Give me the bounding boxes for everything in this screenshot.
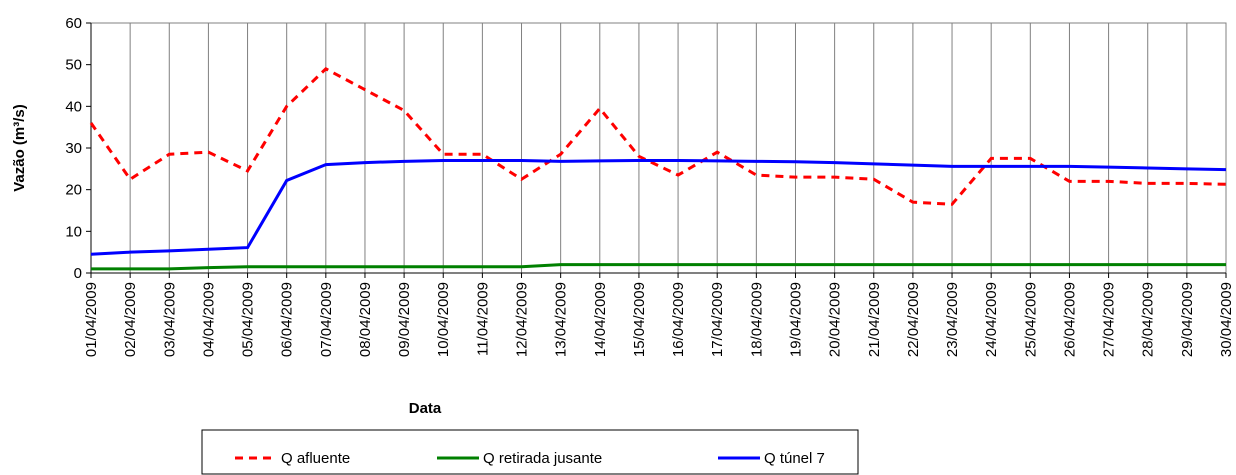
x-tick-label: 08/04/2009 bbox=[357, 282, 374, 357]
y-tick-label: 20 bbox=[65, 182, 82, 199]
x-tick-label: 15/04/2009 bbox=[631, 282, 648, 357]
x-tick-label: 11/04/2009 bbox=[474, 282, 491, 356]
x-tick-label: 10/04/2009 bbox=[435, 282, 452, 357]
x-tick-label: 13/04/2009 bbox=[553, 282, 570, 357]
x-tick-label: 02/04/2009 bbox=[122, 282, 139, 357]
x-tick-label: 06/04/2009 bbox=[279, 282, 296, 357]
y-tick-label: 10 bbox=[65, 223, 82, 240]
x-tick-label: 26/04/2009 bbox=[1061, 282, 1078, 357]
x-axis-title: Data bbox=[409, 400, 442, 417]
x-tick-label: 14/04/2009 bbox=[592, 282, 609, 357]
x-tick-label: 04/04/2009 bbox=[200, 282, 217, 357]
legend-box bbox=[201, 429, 859, 475]
y-tick-label: 0 bbox=[74, 265, 82, 282]
x-tick-label: 27/04/2009 bbox=[1101, 282, 1118, 357]
y-tick-label: 30 bbox=[65, 140, 82, 157]
legend-label: Q retirada jusante bbox=[483, 450, 602, 467]
series-line bbox=[90, 159, 1227, 256]
plot-area bbox=[90, 22, 1227, 274]
x-tick-label: 22/04/2009 bbox=[905, 282, 922, 357]
x-tick-label: 18/04/2009 bbox=[748, 282, 765, 357]
x-tick-label: 16/04/2009 bbox=[670, 282, 687, 357]
x-tick-label: 17/04/2009 bbox=[709, 282, 726, 357]
x-tick-label: 05/04/2009 bbox=[240, 282, 257, 357]
x-tick-label: 20/04/2009 bbox=[827, 282, 844, 357]
x-tick-label: 19/04/2009 bbox=[787, 282, 804, 357]
legend-label: Q afluente bbox=[281, 450, 350, 467]
x-tick-label: 03/04/2009 bbox=[161, 282, 178, 357]
y-axis-title: Vazão (m³/s) bbox=[11, 104, 28, 192]
x-tick-label: 09/04/2009 bbox=[396, 282, 413, 357]
x-tick-label: 28/04/2009 bbox=[1140, 282, 1157, 357]
y-tick-label: 60 bbox=[65, 15, 82, 32]
x-tick-label: 01/04/2009 bbox=[83, 282, 100, 357]
legend-label: Q túnel 7 bbox=[764, 450, 825, 467]
x-tick-label: 30/04/2009 bbox=[1218, 282, 1235, 357]
y-tick-label: 40 bbox=[65, 98, 82, 115]
x-tick-label: 07/04/2009 bbox=[318, 282, 335, 357]
series-line bbox=[91, 263, 1226, 271]
x-tick-label: 12/04/2009 bbox=[514, 282, 531, 357]
x-tick-label: 23/04/2009 bbox=[944, 282, 961, 357]
x-tick-label: 25/04/2009 bbox=[1022, 282, 1039, 357]
x-tick-label: 21/04/2009 bbox=[866, 282, 883, 357]
x-tick-label: 29/04/2009 bbox=[1179, 282, 1196, 357]
x-tick-label: 24/04/2009 bbox=[983, 282, 1000, 357]
y-tick-label: 50 bbox=[65, 57, 82, 74]
